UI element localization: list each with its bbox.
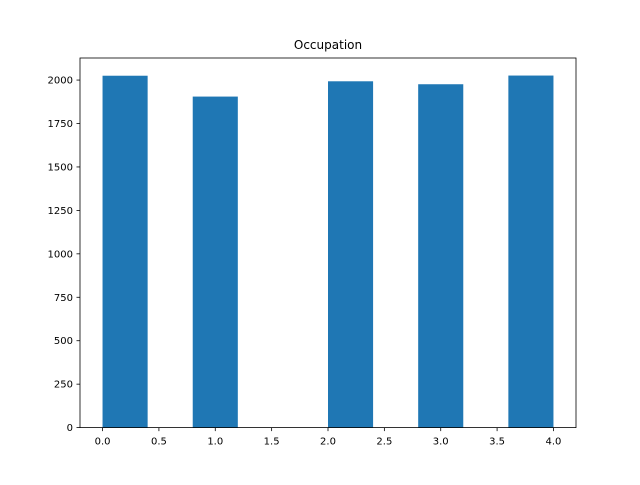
x-tick-label: 0.5 [151,437,167,448]
histogram-bar [328,81,374,428]
x-tick-label: 3.0 [433,437,449,448]
y-tick-label: 0 [67,423,73,434]
x-tick-label: 1.5 [264,437,280,448]
plot-area-frame [79,57,577,429]
bars-group [102,75,554,428]
y-tick-label: 1250 [48,206,73,217]
histogram-bar [508,75,554,428]
x-tick-label: 1.0 [207,437,223,448]
x-tick-label: 4.0 [546,437,562,448]
x-tick-label: 2.0 [320,437,336,448]
y-tick-label: 1500 [48,162,73,173]
x-tick-label: 2.5 [376,437,392,448]
x-axis: 0.0 0.5 1.0 1.5 2.0 2.5 3.0 3.5 4.0 [95,427,562,448]
y-axis: 0 250 500 750 1000 1250 1500 1750 2000 [48,76,80,434]
y-tick-label: 1750 [48,119,73,130]
y-tick-label: 500 [54,336,73,347]
x-tick-label: 0.0 [95,437,111,448]
y-tick-label: 1000 [48,249,73,260]
histogram-bar [192,96,238,428]
histogram-bar [102,75,148,428]
chart-title: Occupation [294,38,362,52]
x-tick-label: 3.5 [489,437,505,448]
y-tick-label: 750 [54,293,73,304]
histogram-bar [418,84,464,428]
y-tick-label: 250 [54,380,73,391]
y-tick-label: 2000 [48,76,73,87]
